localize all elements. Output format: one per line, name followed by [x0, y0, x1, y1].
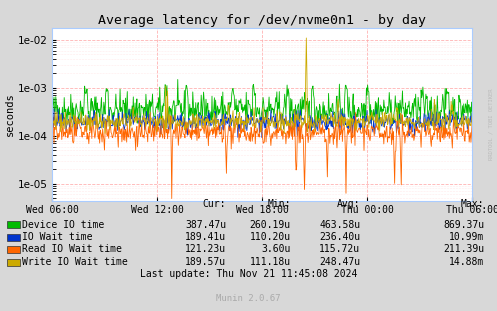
Text: RRDTOOL / TOBI OETIKER: RRDTOOL / TOBI OETIKER — [489, 89, 494, 160]
Title: Average latency for /dev/nvme0n1 - by day: Average latency for /dev/nvme0n1 - by da… — [98, 14, 426, 27]
Text: IO Wait time: IO Wait time — [22, 232, 93, 242]
Text: 248.47u: 248.47u — [319, 257, 360, 267]
Text: Write IO Wait time: Write IO Wait time — [22, 257, 128, 267]
Text: 10.99m: 10.99m — [449, 232, 485, 242]
Text: 869.37u: 869.37u — [443, 220, 485, 230]
Text: Device IO time: Device IO time — [22, 220, 104, 230]
Text: 463.58u: 463.58u — [319, 220, 360, 230]
Text: Munin 2.0.67: Munin 2.0.67 — [216, 294, 281, 303]
Text: Min:: Min: — [267, 199, 291, 209]
Text: 211.39u: 211.39u — [443, 244, 485, 254]
Text: 115.72u: 115.72u — [319, 244, 360, 254]
Text: Cur:: Cur: — [203, 199, 226, 209]
Text: 236.40u: 236.40u — [319, 232, 360, 242]
Text: Read IO Wait time: Read IO Wait time — [22, 244, 122, 254]
Text: Avg:: Avg: — [337, 199, 360, 209]
Text: 3.60u: 3.60u — [261, 244, 291, 254]
Text: 189.57u: 189.57u — [185, 257, 226, 267]
Text: 14.88m: 14.88m — [449, 257, 485, 267]
Text: 111.18u: 111.18u — [249, 257, 291, 267]
Text: 121.23u: 121.23u — [185, 244, 226, 254]
Y-axis label: seconds: seconds — [4, 92, 15, 136]
Text: 189.41u: 189.41u — [185, 232, 226, 242]
Text: Last update: Thu Nov 21 11:45:08 2024: Last update: Thu Nov 21 11:45:08 2024 — [140, 269, 357, 279]
Text: Max:: Max: — [461, 199, 485, 209]
Text: 110.20u: 110.20u — [249, 232, 291, 242]
Text: 260.19u: 260.19u — [249, 220, 291, 230]
Text: 387.47u: 387.47u — [185, 220, 226, 230]
